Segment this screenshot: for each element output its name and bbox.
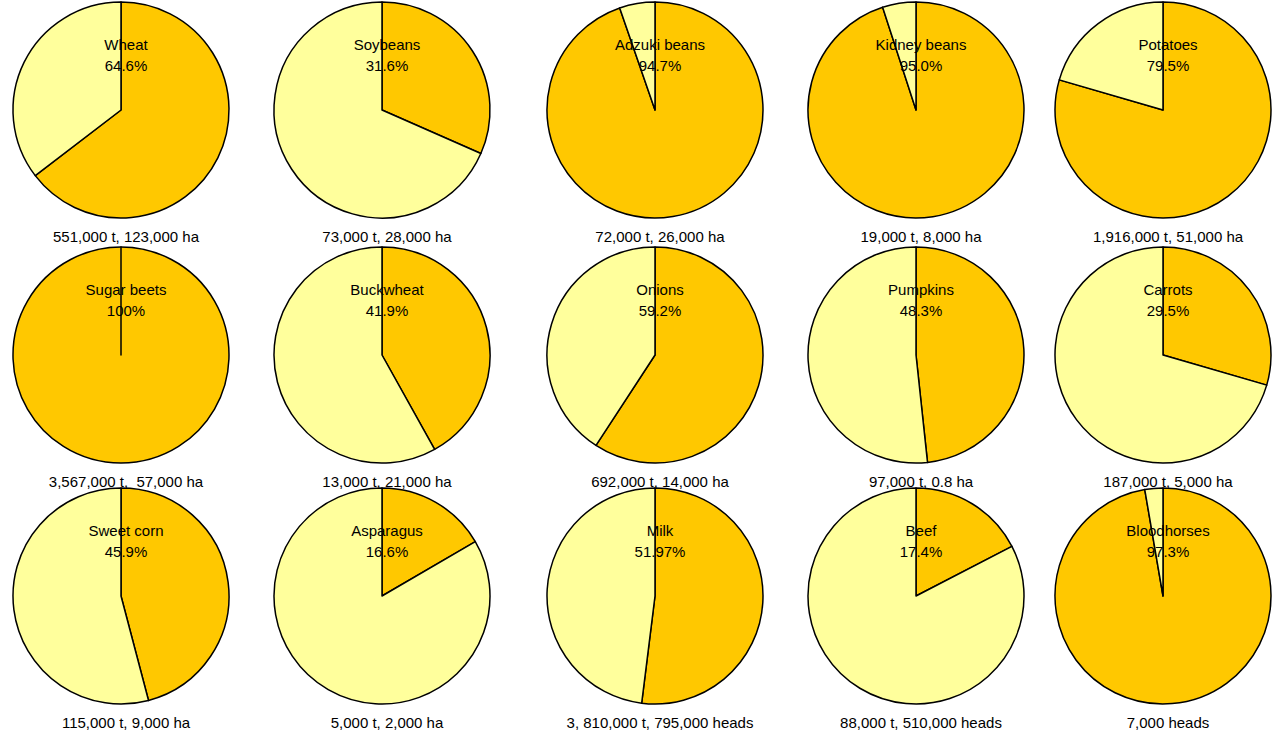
svg-text:Buckwheat: Buckwheat <box>350 281 424 298</box>
svg-text:73,000 t, 28,000 ha: 73,000 t, 28,000 ha <box>322 228 452 245</box>
svg-text:51.97%: 51.97% <box>635 543 686 560</box>
svg-text:Adzuki beans: Adzuki beans <box>615 36 705 53</box>
svg-text:13,000 t, 21,000 ha: 13,000 t, 21,000 ha <box>322 473 452 490</box>
svg-text:Onions: Onions <box>636 281 684 298</box>
svg-text:3, 810,000 t, 795,000 heads: 3, 810,000 t, 795,000 heads <box>567 714 754 731</box>
svg-text:16.6%: 16.6% <box>366 543 409 560</box>
svg-text:115,000 t, 9,000 ha: 115,000 t, 9,000 ha <box>62 714 191 731</box>
svg-text:19,000 t, 8,000 ha: 19,000 t, 8,000 ha <box>861 228 983 245</box>
svg-text:Bloodhorses: Bloodhorses <box>1126 522 1209 539</box>
svg-text:41.9%: 41.9% <box>366 302 409 319</box>
svg-text:3,567,000 t, 57,000 ha: 3,567,000 t, 57,000 ha <box>49 473 204 490</box>
svg-text:7,000 heads: 7,000 heads <box>1127 714 1210 731</box>
svg-text:29.5%: 29.5% <box>1147 302 1190 319</box>
svg-text:Pumpkins: Pumpkins <box>888 281 954 298</box>
svg-text:88,000 t, 510,000 heads: 88,000 t, 510,000 heads <box>840 714 1002 731</box>
svg-text:Sweet corn: Sweet corn <box>88 522 163 539</box>
svg-text:Sugar beets: Sugar beets <box>86 281 167 298</box>
svg-text:Soybeans: Soybeans <box>354 36 421 53</box>
svg-text:Carrots: Carrots <box>1143 281 1192 298</box>
svg-text:95.0%: 95.0% <box>900 57 943 74</box>
svg-text:Asparagus: Asparagus <box>351 522 423 539</box>
svg-text:Potatoes: Potatoes <box>1138 36 1197 53</box>
svg-text:Beef: Beef <box>906 522 938 539</box>
svg-text:64.6%: 64.6% <box>105 57 148 74</box>
svg-text:Wheat: Wheat <box>104 36 148 53</box>
svg-text:31.6%: 31.6% <box>366 57 409 74</box>
svg-text:45.9%: 45.9% <box>105 543 148 560</box>
svg-text:692,000 t, 14,000 ha: 692,000 t, 14,000 ha <box>591 473 729 490</box>
svg-text:97,000 t, 0.8 ha: 97,000 t, 0.8 ha <box>869 473 974 490</box>
svg-text:72,000 t, 26,000 ha: 72,000 t, 26,000 ha <box>595 228 725 245</box>
svg-text:48.3%: 48.3% <box>900 302 943 319</box>
svg-text:Kidney beans: Kidney beans <box>876 36 967 53</box>
svg-text:59.2%: 59.2% <box>639 302 682 319</box>
svg-text:79.5%: 79.5% <box>1147 57 1190 74</box>
svg-text:Milk: Milk <box>647 522 674 539</box>
svg-text:1,916,000 t, 51,000 ha: 1,916,000 t, 51,000 ha <box>1093 228 1244 245</box>
svg-text:551,000 t, 123,000 ha: 551,000 t, 123,000 ha <box>53 228 200 245</box>
svg-text:17.4%: 17.4% <box>900 543 943 560</box>
svg-text:97.3%: 97.3% <box>1147 543 1190 560</box>
svg-text:187,000 t, 5,000 ha: 187,000 t, 5,000 ha <box>1103 473 1233 490</box>
svg-text:5,000 t, 2,000 ha: 5,000 t, 2,000 ha <box>331 714 444 731</box>
svg-text:94.7%: 94.7% <box>639 57 682 74</box>
svg-text:100%: 100% <box>107 302 145 319</box>
